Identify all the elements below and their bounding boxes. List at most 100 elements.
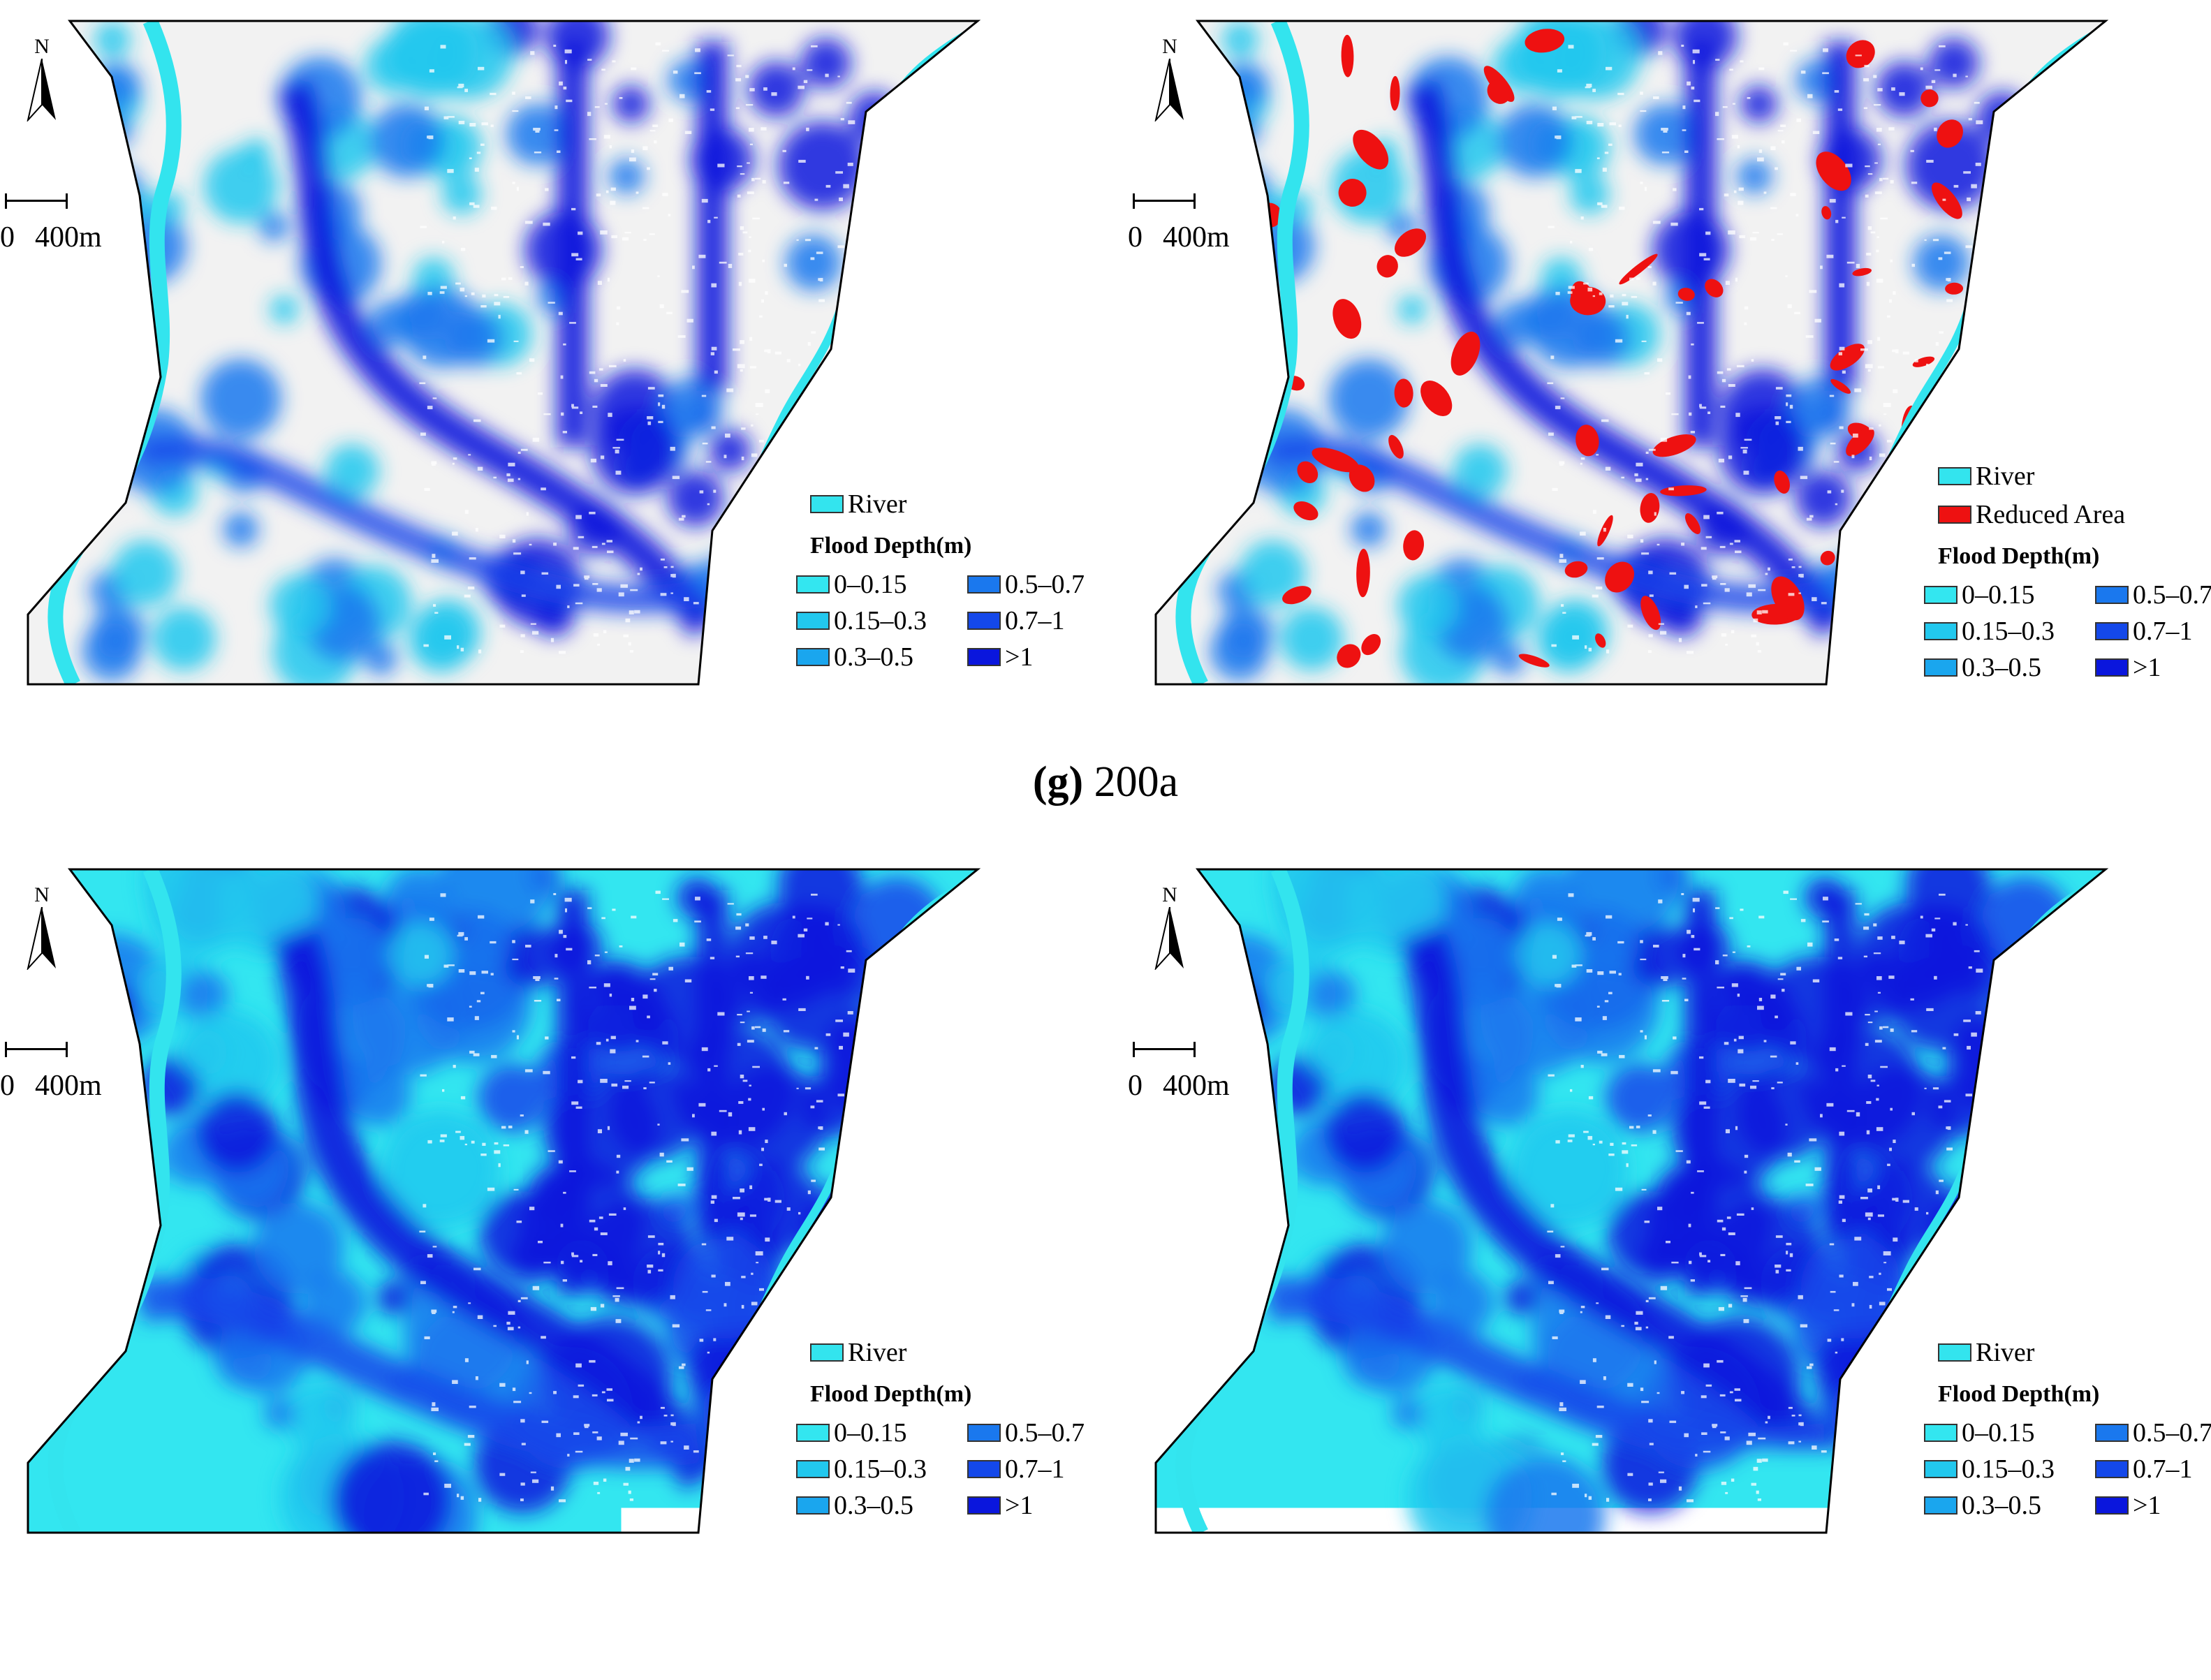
legend-depth-label-5: >1 xyxy=(2133,1490,2161,1521)
legend-depth-label-0: 0–0.15 xyxy=(834,1417,907,1448)
legend-depth-label-1: 0.15–0.3 xyxy=(1962,616,2055,647)
legend-item-river: River xyxy=(1938,1337,2034,1368)
depth-swatch-0 xyxy=(1924,586,1957,604)
legend-depth-label-5: >1 xyxy=(2133,652,2161,683)
north-arrow: N xyxy=(21,35,63,126)
flood-map xyxy=(0,848,1089,1547)
legend-item-depth-3: 0.5–0.7 xyxy=(2095,1417,2211,1448)
legend-item-depth-4: 0.7–1 xyxy=(967,1454,1065,1484)
scale-distance-label: 400m xyxy=(1163,221,1230,254)
legend-item-depth-1: 0.15–0.3 xyxy=(1924,1454,2055,1484)
legend-title: Flood Depth(m) xyxy=(810,533,971,559)
depth-swatch-3 xyxy=(2095,1424,2129,1442)
legend-river-label: River xyxy=(1976,1337,2034,1368)
depth-swatch-0 xyxy=(796,1424,830,1442)
legend-depth-label-5: >1 xyxy=(1005,1490,1033,1521)
scale-bar-line xyxy=(6,1048,67,1050)
north-arrow: N xyxy=(1149,35,1191,126)
legend-item-depth-5: >1 xyxy=(2095,652,2161,683)
legend-depth-label-2: 0.3–0.5 xyxy=(834,1490,913,1521)
flood-map xyxy=(0,0,1089,698)
depth-swatch-2 xyxy=(796,1496,830,1515)
river-swatch xyxy=(1938,1343,1971,1362)
map-panel-g-left: N 0 400m River Flood Depth(m) 0–0.15 0.15–0.3 0… xyxy=(0,0,1089,698)
legend-item-depth-3: 0.5–0.7 xyxy=(967,569,1085,600)
legend-depth-label-0: 0–0.15 xyxy=(834,569,907,600)
north-arrow: N xyxy=(21,883,63,974)
north-label: N xyxy=(1149,883,1191,907)
legend-river-label: River xyxy=(848,489,906,520)
legend-item-depth-5: >1 xyxy=(967,1490,1033,1521)
legend-river-label: River xyxy=(1976,461,2034,492)
river-swatch xyxy=(810,495,844,513)
map-panel-g-right: N 0 400m River Reduced Area Flood Depth(m) 0–0… xyxy=(1128,0,2211,698)
legend-depth-label-2: 0.3–0.5 xyxy=(1962,1490,2041,1521)
scale-bar-line xyxy=(6,200,67,202)
caption-h-letter: (h) xyxy=(1031,1607,1085,1654)
legend-item-depth-0: 0–0.15 xyxy=(796,1417,907,1448)
legend-item-depth-1: 0.15–0.3 xyxy=(1924,616,2055,647)
scale-bar-line xyxy=(1133,1048,1195,1050)
legend-item-reduced-area: Reduced Area xyxy=(1938,499,2125,530)
legend-item-depth-2: 0.3–0.5 xyxy=(1924,1490,2041,1521)
legend-depth-label-4: 0.7–1 xyxy=(2133,616,2193,647)
legend-item-depth-2: 0.3–0.5 xyxy=(1924,652,2041,683)
legend-item-depth-4: 0.7–1 xyxy=(967,605,1065,636)
flood-map xyxy=(1128,848,2211,1547)
depth-swatch-1 xyxy=(1924,1460,1957,1478)
scale-zero-label: 0 xyxy=(1128,221,1143,254)
scale-distance-label: 400m xyxy=(35,1069,102,1103)
legend-item-depth-0: 0–0.15 xyxy=(1924,1417,2035,1448)
north-arrow-icon xyxy=(27,907,57,970)
legend-depth-label-4: 0.7–1 xyxy=(2133,1454,2193,1484)
scale-distance-label: 400m xyxy=(1163,1069,1230,1103)
north-arrow-icon xyxy=(1154,907,1185,970)
north-label: N xyxy=(21,883,63,907)
legend-title: Flood Depth(m) xyxy=(1938,1381,2099,1408)
scale-distance-label: 400m xyxy=(35,221,102,254)
caption-h: (h) 720a xyxy=(0,1606,2211,1656)
map-panel-h-right: N 0 400m River Flood Depth(m) 0–0.15 0.15–0.3 0… xyxy=(1128,848,2211,1547)
legend-item-depth-3: 0.5–0.7 xyxy=(2095,580,2211,610)
legend-title: Flood Depth(m) xyxy=(1938,543,2099,570)
legend-item-river: River xyxy=(810,489,906,520)
depth-swatch-3 xyxy=(967,575,1001,594)
legend-depth-label-3: 0.5–0.7 xyxy=(2133,580,2211,610)
depth-swatch-0 xyxy=(796,575,830,594)
legend-depth-label-0: 0–0.15 xyxy=(1962,1417,2035,1448)
legend-depth-label-1: 0.15–0.3 xyxy=(834,605,927,636)
legend-depth-label-4: 0.7–1 xyxy=(1005,1454,1065,1484)
legend-title: Flood Depth(m) xyxy=(810,1381,971,1408)
scale-bar: 0 400m xyxy=(0,1037,182,1114)
north-arrow: N xyxy=(1149,883,1191,974)
scale-zero-label: 0 xyxy=(0,221,15,254)
legend-depth-label-0: 0–0.15 xyxy=(1962,580,2035,610)
caption-h-text: 720a xyxy=(1085,1607,1180,1654)
map-panel-h-left: N 0 400m River Flood Depth(m) 0–0.15 0.15–0.3 0… xyxy=(0,848,1089,1547)
legend-item-depth-5: >1 xyxy=(967,642,1033,672)
legend-item-depth-4: 0.7–1 xyxy=(2095,1454,2193,1484)
depth-swatch-2 xyxy=(796,648,830,666)
depth-swatch-4 xyxy=(967,1460,1001,1478)
depth-swatch-4 xyxy=(2095,1460,2129,1478)
caption-g-letter: (g) xyxy=(1033,758,1083,806)
legend-depth-label-2: 0.3–0.5 xyxy=(834,642,913,672)
depth-swatch-5 xyxy=(2095,1496,2129,1515)
depth-swatch-1 xyxy=(796,1460,830,1478)
scale-zero-label: 0 xyxy=(0,1069,15,1103)
legend-depth-label-1: 0.15–0.3 xyxy=(1962,1454,2055,1484)
legend-depth-label-4: 0.7–1 xyxy=(1005,605,1065,636)
north-arrow-icon xyxy=(27,59,57,121)
depth-swatch-2 xyxy=(1924,1496,1957,1515)
scale-bar: 0 400m xyxy=(1128,189,1309,265)
legend-item-depth-1: 0.15–0.3 xyxy=(796,1454,927,1484)
legend-reduced-label: Reduced Area xyxy=(1976,499,2125,530)
legend-item-river: River xyxy=(1938,461,2034,492)
depth-swatch-0 xyxy=(1924,1424,1957,1442)
depth-swatch-1 xyxy=(796,612,830,630)
legend-item-depth-3: 0.5–0.7 xyxy=(967,1417,1085,1448)
legend-item-depth-4: 0.7–1 xyxy=(2095,616,2193,647)
depth-swatch-3 xyxy=(2095,586,2129,604)
legend-depth-label-3: 0.5–0.7 xyxy=(1005,1417,1085,1448)
legend-depth-label-5: >1 xyxy=(1005,642,1033,672)
